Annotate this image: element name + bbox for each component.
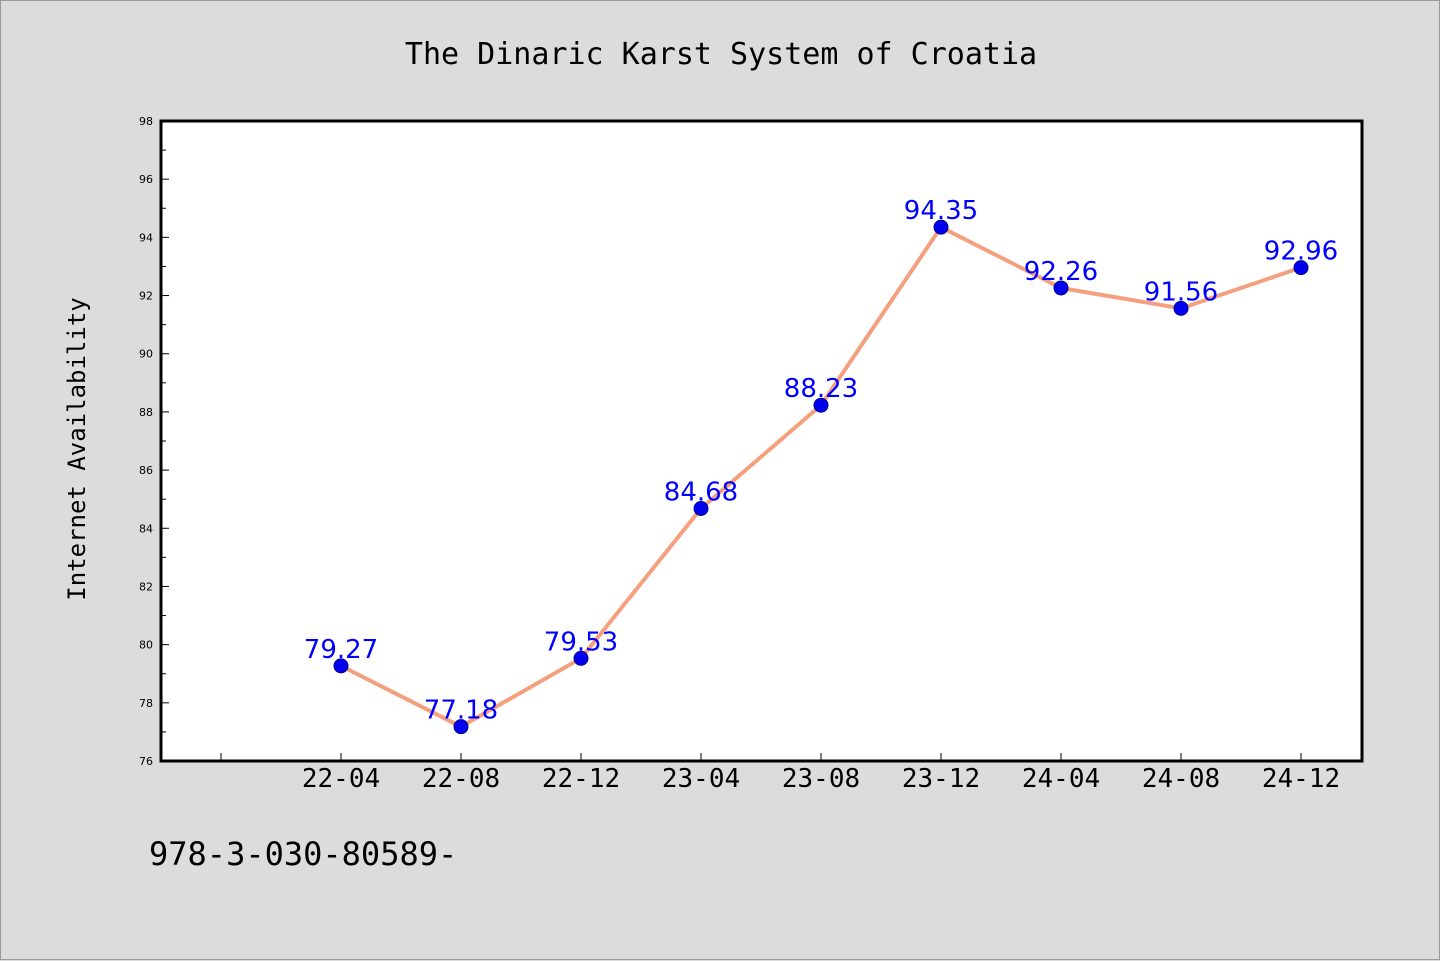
x-tick-label: 24-12 bbox=[1262, 764, 1340, 794]
data-point-label: 92.96 bbox=[1264, 237, 1338, 267]
series-markers-group bbox=[333, 219, 1309, 735]
y-axis-ticks: 76 78 80 82 84 86 88 90 92 94 96 98 bbox=[139, 115, 169, 768]
y-tick-label: 86 bbox=[139, 464, 153, 477]
data-point-marker bbox=[1293, 260, 1309, 276]
x-tick-label: 22-04 bbox=[302, 764, 380, 794]
data-point-marker bbox=[1173, 300, 1189, 316]
y-axis-label: Internet Availability bbox=[63, 297, 91, 600]
data-labels-group: 79.27 77.18 79.53 84.68 88.23 94.35 92.26 91.56… bbox=[304, 196, 1338, 725]
x-tick-label: 23-12 bbox=[902, 764, 980, 794]
data-point-label: 84.68 bbox=[664, 477, 738, 507]
data-point-label: 79.27 bbox=[304, 635, 378, 665]
data-point-label: 88.23 bbox=[784, 374, 858, 404]
x-tick-label: 22-12 bbox=[542, 764, 620, 794]
y-tick-label: 76 bbox=[139, 755, 153, 768]
data-point-label: 77.18 bbox=[424, 696, 498, 726]
y-tick-label: 82 bbox=[139, 580, 153, 593]
y-tick-label: 94 bbox=[139, 231, 153, 244]
y-tick-label: 90 bbox=[139, 348, 153, 361]
data-point-label: 91.56 bbox=[1144, 277, 1218, 307]
x-tick-label: 23-04 bbox=[662, 764, 740, 794]
data-point-marker bbox=[693, 500, 709, 516]
chart-title: The Dinaric Karst System of Croatia bbox=[405, 37, 1037, 72]
data-point-marker bbox=[453, 719, 469, 735]
data-point-marker bbox=[813, 397, 829, 413]
x-tick-label: 24-04 bbox=[1022, 764, 1100, 794]
footer-isbn-text: 978-3-030-80589- bbox=[149, 835, 457, 873]
y-tick-label: 78 bbox=[139, 697, 153, 710]
data-point-marker bbox=[933, 219, 949, 235]
data-point-marker bbox=[573, 650, 589, 666]
x-tick-label: 24-08 bbox=[1142, 764, 1220, 794]
y-tick-label: 84 bbox=[139, 522, 153, 535]
data-point-label: 92.26 bbox=[1024, 257, 1098, 287]
plot-area bbox=[159, 119, 1364, 763]
x-axis-ticks: 22-04 22-08 22-12 23-04 23-08 23-12 24-04 24-08… bbox=[220, 753, 1340, 794]
data-point-label: 79.53 bbox=[544, 627, 618, 657]
data-point-marker bbox=[1053, 280, 1069, 296]
data-point-label: 94.35 bbox=[904, 196, 978, 226]
y-tick-label: 88 bbox=[139, 406, 153, 419]
y-tick-label: 92 bbox=[139, 290, 153, 303]
x-tick-label: 22-08 bbox=[422, 764, 500, 794]
data-point-marker bbox=[333, 658, 349, 674]
y-tick-label: 80 bbox=[139, 639, 153, 652]
y-tick-label: 96 bbox=[139, 173, 153, 186]
y-tick-label: 98 bbox=[139, 115, 153, 128]
x-tick-label: 23-08 bbox=[782, 764, 860, 794]
